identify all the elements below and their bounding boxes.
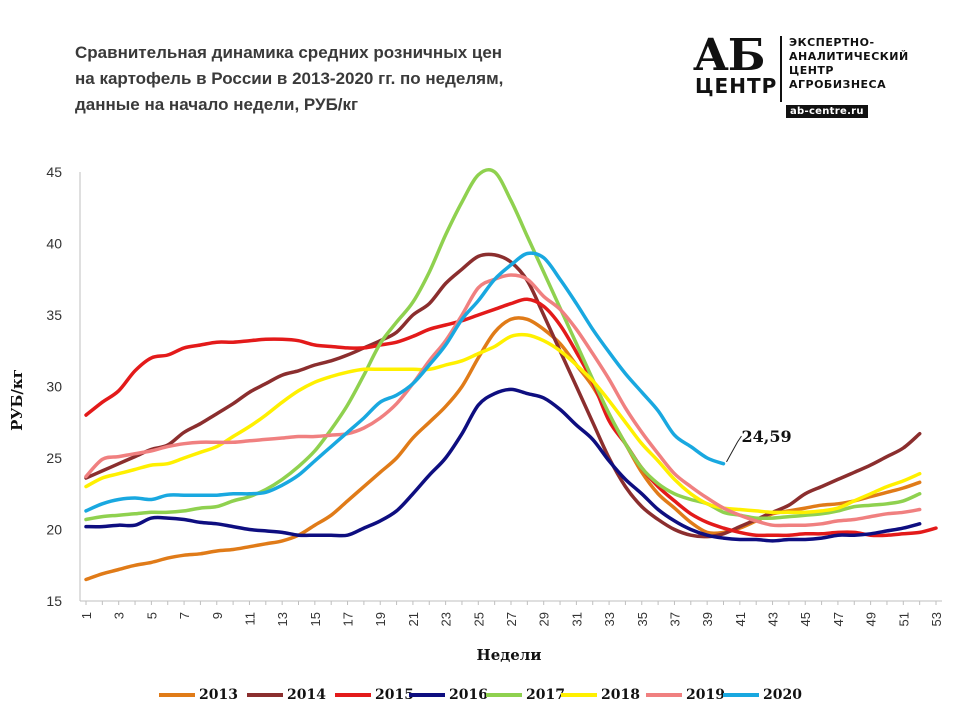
y-axis: 15 20 25 30 35 40 45 bbox=[46, 164, 81, 609]
legend-swatch bbox=[247, 693, 283, 697]
series-line-2019 bbox=[84, 273, 922, 528]
ab-centre-logo: АБ ЦЕНТР ЭКСПЕРТНО- АНАЛИТИЧЕСКИЙ ЦЕНТР … bbox=[693, 30, 933, 122]
y-tick-label: 45 bbox=[46, 164, 62, 180]
chart-title-line-2: на картофель в России в 2013-2020 гг. по… bbox=[75, 69, 504, 88]
legend-item-2017: 2017 bbox=[486, 687, 565, 703]
logo-line-2: АНАЛИТИЧЕСКИЙ bbox=[789, 50, 909, 63]
series-line-2017 bbox=[84, 167, 922, 522]
legend-swatch bbox=[646, 693, 682, 697]
x-tick-label: 13 bbox=[275, 612, 290, 626]
legend-swatch bbox=[486, 693, 522, 697]
logo-line-1: ЭКСПЕРТНО- bbox=[789, 36, 875, 49]
legend-item-2016: 2016 bbox=[409, 687, 488, 703]
logo-description: ЭКСПЕРТНО- АНАЛИТИЧЕСКИЙ ЦЕНТР АГРОБИЗНЕ… bbox=[789, 36, 909, 92]
x-axis: 1 3 5 7 9 11 13 15 17 19 21 23 25 27 29 31 33 35 37 39 41 43 4… bbox=[79, 600, 944, 626]
legend-swatch bbox=[561, 693, 597, 697]
series-line-2018 bbox=[84, 332, 922, 515]
x-tick-label: 53 bbox=[929, 612, 944, 626]
logo-ab-letters: АБ bbox=[693, 30, 765, 81]
legend-label: 2013 bbox=[199, 687, 238, 703]
series-lines bbox=[84, 167, 938, 582]
y-tick-label: 20 bbox=[46, 522, 62, 538]
logo-line-3: ЦЕНТР bbox=[789, 64, 834, 77]
legend-label: 2020 bbox=[763, 687, 802, 703]
x-tick-label: 25 bbox=[471, 612, 486, 626]
x-tick-label: 47 bbox=[831, 612, 846, 626]
series-line-2020 bbox=[84, 251, 726, 513]
x-tick-label: 5 bbox=[144, 612, 159, 619]
legend-label: 2014 bbox=[287, 687, 326, 703]
chart-title-line-3: данные на начало недели, РУБ/кг bbox=[75, 95, 359, 114]
x-tick-label: 9 bbox=[210, 612, 225, 619]
x-tick-label: 29 bbox=[537, 612, 552, 626]
annotation-leader bbox=[726, 435, 742, 463]
logo-url: ab-centre.ru bbox=[786, 105, 868, 118]
y-tick-label: 25 bbox=[46, 450, 62, 466]
x-tick-label: 1 bbox=[79, 612, 94, 619]
legend-item-2015: 2015 bbox=[335, 687, 414, 703]
legend-item-2019: 2019 bbox=[646, 687, 725, 703]
x-tick-label: 23 bbox=[439, 612, 454, 626]
x-tick-label: 27 bbox=[504, 612, 519, 626]
chart-title-line-1: Сравнительная динамика средних розничных… bbox=[75, 43, 503, 62]
x-tick-label: 21 bbox=[406, 612, 421, 626]
series-line-2016 bbox=[84, 387, 922, 543]
y-tick-label: 30 bbox=[46, 379, 62, 395]
legend-label: 2019 bbox=[686, 687, 725, 703]
chart-title: Сравнительная динамика средних розничных… bbox=[75, 40, 555, 118]
x-tick-label: 45 bbox=[798, 612, 813, 626]
x-tick-label: 39 bbox=[700, 612, 715, 626]
legend-label: 2018 bbox=[601, 687, 640, 703]
legend-swatch bbox=[159, 693, 195, 697]
logo-centr-word: ЦЕНТР bbox=[695, 74, 778, 98]
legend-swatch bbox=[335, 693, 371, 697]
y-tick-label: 15 bbox=[46, 593, 62, 609]
x-tick-label: 17 bbox=[341, 612, 356, 626]
x-tick-label: 15 bbox=[308, 612, 323, 626]
logo-separator bbox=[780, 36, 782, 102]
annotation: 24,59 bbox=[726, 427, 792, 463]
y-tick-label: 35 bbox=[46, 307, 62, 323]
legend-item-2014: 2014 bbox=[247, 687, 326, 703]
x-tick-label: 3 bbox=[112, 612, 127, 619]
legend-label: 2017 bbox=[526, 687, 565, 703]
legend: 2013 2014 2015 2016 2017 2018 2019 2020 bbox=[0, 687, 960, 709]
y-axis-label: РУБ/кг bbox=[8, 369, 26, 431]
x-tick-label: 7 bbox=[177, 612, 192, 619]
legend-label: 2015 bbox=[375, 687, 414, 703]
x-tick-label: 37 bbox=[667, 612, 682, 626]
x-tick-label: 33 bbox=[602, 612, 617, 626]
series-line-2015 bbox=[84, 297, 938, 538]
x-tick-label: 41 bbox=[733, 612, 748, 626]
x-axis-label: Недели bbox=[477, 646, 542, 664]
logo-line-4: АГРОБИЗНЕСА bbox=[789, 78, 887, 91]
x-tick-label: 35 bbox=[635, 612, 650, 626]
x-tick-label: 11 bbox=[242, 612, 257, 626]
y-tick-label: 40 bbox=[46, 236, 62, 252]
x-tick-label: 31 bbox=[569, 612, 584, 626]
x-tick-label: 43 bbox=[766, 612, 781, 626]
legend-item-2020: 2020 bbox=[723, 687, 802, 703]
legend-item-2013: 2013 bbox=[159, 687, 238, 703]
annotation-label: 24,59 bbox=[742, 427, 792, 446]
x-tick-label: 49 bbox=[864, 612, 879, 626]
x-tick-label: 19 bbox=[373, 612, 388, 626]
legend-label: 2016 bbox=[449, 687, 488, 703]
legend-swatch bbox=[409, 693, 445, 697]
series-line-2014 bbox=[84, 252, 922, 539]
legend-swatch bbox=[723, 693, 759, 697]
x-tick-label: 51 bbox=[896, 612, 911, 626]
legend-item-2018: 2018 bbox=[561, 687, 640, 703]
